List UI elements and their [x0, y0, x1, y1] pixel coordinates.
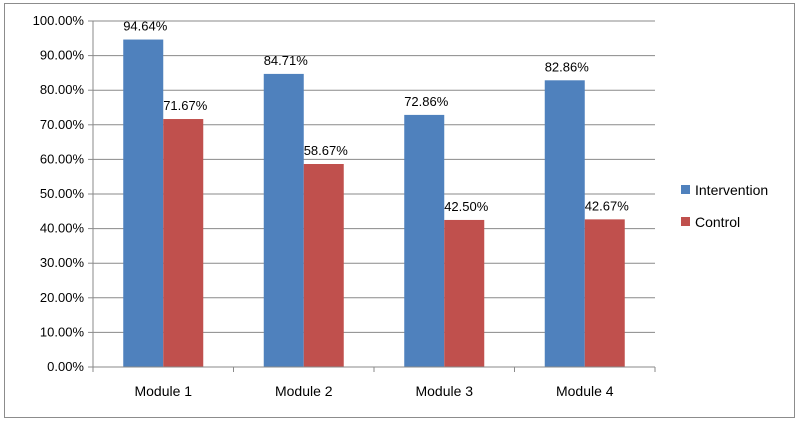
y-tick-label: 100.00%	[33, 13, 85, 28]
data-label: 94.64%	[123, 19, 168, 34]
bar-chart: 0.00% 10.00% 20.00% 30.00% 40.00% 50.00% 60.00…	[33, 13, 769, 399]
bar-intervention-3	[404, 114, 445, 367]
data-label: 42.67%	[585, 198, 630, 213]
bar-control-1	[163, 119, 204, 368]
x-tick-label: Module 2	[275, 383, 333, 399]
y-tick-label: 10.00%	[40, 324, 85, 339]
axes	[88, 20, 656, 372]
data-label: 82.86%	[545, 59, 590, 74]
data-label: 58.67%	[304, 143, 349, 158]
chart-frame: 0.00% 10.00% 20.00% 30.00% 40.00% 50.00% 60.00…	[4, 3, 795, 418]
y-tick-label: 70.00%	[40, 117, 85, 132]
x-tick-label: Module 4	[556, 383, 614, 399]
legend-swatch-control	[681, 217, 690, 226]
data-label: 71.67%	[163, 98, 208, 113]
legend-label-control: Control	[695, 214, 740, 230]
bar-control-3	[444, 219, 485, 367]
y-tick-label: 50.00%	[40, 186, 85, 201]
y-tick-label: 90.00%	[40, 48, 85, 63]
data-label: 84.71%	[264, 53, 309, 68]
data-label: 42.50%	[444, 199, 489, 214]
y-tick-label: 40.00%	[40, 221, 85, 236]
y-axis-ticks: 0.00% 10.00% 20.00% 30.00% 40.00% 50.00% 60.00…	[33, 13, 85, 374]
bars	[123, 39, 625, 368]
bar-control-2	[303, 164, 344, 367]
x-axis-ticks: Module 1 Module 2 Module 3 Module 4	[134, 383, 613, 399]
bar-intervention-1	[123, 39, 164, 368]
legend-label-intervention: Intervention	[695, 182, 768, 198]
y-tick-label: 60.00%	[40, 151, 85, 166]
x-tick-label: Module 3	[415, 383, 473, 399]
y-tick-label: 80.00%	[40, 82, 85, 97]
y-tick-label: 30.00%	[40, 255, 85, 270]
bar-control-4	[584, 219, 625, 367]
data-labels: 94.64% 71.67% 84.71% 58.67% 72.86% 42.50% 82.8…	[123, 19, 629, 214]
y-tick-label: 0.00%	[47, 359, 84, 374]
y-tick-label: 20.00%	[40, 290, 85, 305]
bar-intervention-2	[263, 73, 304, 368]
x-tick-label: Module 1	[134, 383, 192, 399]
data-label: 72.86%	[404, 94, 449, 109]
legend-swatch-intervention	[681, 185, 690, 194]
bar-intervention-4	[544, 80, 585, 368]
legend: Intervention Control	[681, 182, 768, 230]
